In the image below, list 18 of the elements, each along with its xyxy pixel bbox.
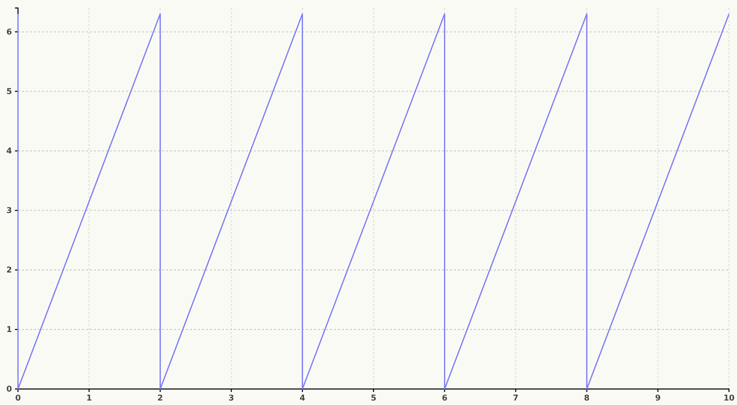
y-tick-label: 5 (6, 86, 12, 96)
x-tick-label: 9 (655, 394, 662, 403)
y-tick-label: 0 (6, 384, 12, 394)
x-tick-label: 3 (228, 394, 234, 403)
x-tick-label: 10 (723, 394, 735, 403)
x-tick-label: 4 (300, 394, 306, 403)
y-tick-label: 4 (6, 146, 12, 156)
y-tick-label: 2 (6, 265, 12, 274)
x-tick-label: 1 (86, 394, 92, 403)
x-tick-label: 6 (442, 394, 448, 403)
y-tick-label: 6 (6, 27, 12, 36)
x-tick-label: 0 (15, 394, 22, 403)
y-tick-label: 1 (6, 325, 12, 334)
x-tick-label: 7 (512, 394, 518, 403)
y-tick-label: 3 (6, 206, 12, 215)
x-tick-label: 2 (157, 394, 163, 403)
x-tick-label: 5 (370, 394, 377, 403)
x-tick-label: 8 (584, 394, 590, 403)
